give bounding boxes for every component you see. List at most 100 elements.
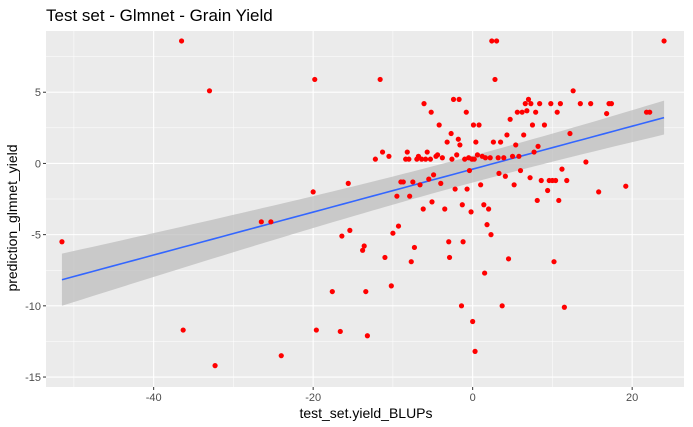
data-point [456,96,462,102]
data-point [487,155,493,161]
data-point [339,233,345,239]
x-tick-label: 0 [470,392,476,404]
data-point [420,206,426,212]
data-point [459,202,465,208]
data-point [408,259,414,265]
data-point [421,101,427,107]
data-point [567,130,573,137]
data-points [59,38,667,369]
data-point [364,333,370,339]
data-point [449,156,455,162]
data-point [426,176,432,182]
data-point [446,254,453,261]
data-point [489,38,495,44]
x-tick-label: -20 [305,392,321,404]
data-point [466,167,473,174]
y-tick-label: 5 [35,87,41,99]
data-point [439,155,445,161]
y-axis-title: prediction_glmnet_yield [4,144,20,291]
data-point [212,363,218,369]
data-point [444,139,450,145]
data-point [463,109,469,115]
data-point [516,153,522,159]
data-point [460,239,466,245]
data-point [509,153,516,159]
data-point [310,189,316,195]
data-point [596,189,602,195]
data-point [424,149,430,155]
data-point [410,179,416,185]
data-point [492,76,498,83]
data-point [382,254,388,261]
data-point [372,156,378,162]
data-point [462,156,468,162]
data-point [394,193,400,199]
data-point [548,101,554,107]
data-point [448,130,454,137]
data-point [623,183,629,189]
data-point [514,109,520,115]
data-point [554,109,560,115]
data-point [363,288,369,295]
data-point [337,328,343,335]
y-tick-label: 0 [35,158,41,170]
data-point [457,142,463,148]
data-point [452,186,458,192]
data-point [529,122,536,128]
data-point [377,76,383,83]
data-point [411,244,418,251]
data-point [499,303,505,309]
data-point [347,227,353,233]
data-point [427,156,433,162]
data-point [178,38,185,44]
data-point [502,173,508,179]
data-point [561,304,567,310]
data-point [511,182,517,188]
data-point [553,177,559,184]
minor-gridlines [46,31,684,387]
data-point [521,132,527,138]
x-axis-title: test_set.yield_BLUPs [299,405,432,421]
data-point [545,187,551,194]
data-point [404,149,410,155]
data-point [647,109,653,115]
data-point [434,152,441,158]
data-point [406,156,412,162]
data-point [470,318,476,325]
data-point [488,232,494,238]
data-point [59,239,65,245]
data-point [442,206,448,212]
data-point [313,327,319,333]
data-point [482,155,489,161]
data-point [537,101,543,107]
data-point [556,197,562,204]
data-point [497,139,504,145]
data-point [476,122,482,128]
data-point [471,156,477,162]
data-point [470,122,477,128]
y-axis-ticks: -15 -10 -5 0 5 [25,87,46,384]
data-point [513,142,519,148]
data-point [395,223,402,229]
y-tick-label: -10 [25,301,41,313]
data-point [557,101,563,107]
data-point [312,76,318,83]
regression-line-layer [61,116,665,281]
data-point [429,199,435,205]
data-point [464,186,470,192]
confidence-band-layer [61,100,665,306]
data-point [360,247,366,253]
data-point [386,153,392,159]
data-point [519,109,525,115]
x-tick-label: -40 [146,392,162,404]
data-point [400,179,406,185]
data-point [522,101,528,107]
data-point [458,303,465,309]
data-point [564,177,570,184]
data-point [180,327,186,333]
data-point [436,122,442,128]
data-point [504,132,510,138]
data-point [541,122,548,128]
data-point [455,136,461,142]
confidence-band [61,100,665,306]
